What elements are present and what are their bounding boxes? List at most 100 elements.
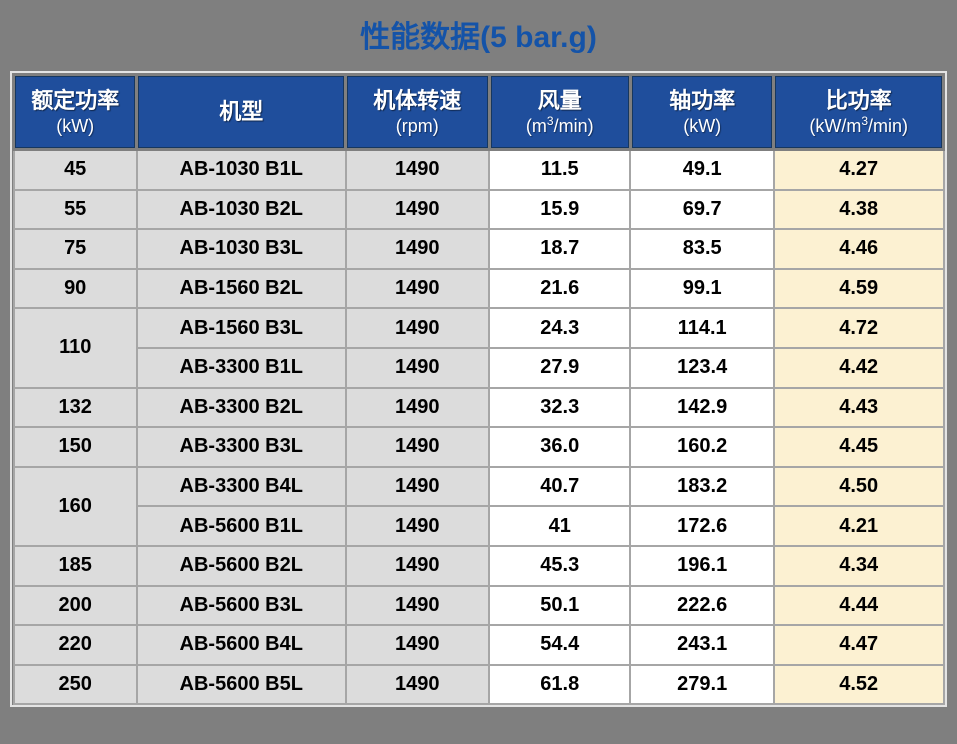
column-unit: (rpm): [395, 115, 439, 136]
cell-rpm: 1490: [344, 584, 491, 627]
cell-model: AB-3300 B4L: [135, 465, 347, 508]
cell-flow: 54.4: [488, 624, 632, 666]
cell-flow: 41: [488, 505, 632, 547]
cell-rated_power: 250: [12, 663, 138, 706]
column-header-rated_power: 额定功率 (kW): [11, 73, 139, 151]
table-row: 55 AB-1030 B2L 1490 15.9 69.7 4.38: [12, 188, 945, 231]
cell-model: AB-1030 B1L: [135, 148, 347, 191]
cell-specific_power: 4.47: [772, 624, 945, 666]
cell-specific_power: 4.42: [772, 346, 945, 389]
table-row: 75 AB-1030 B3L 1490 18.7 83.5 4.46: [12, 228, 945, 270]
cell-shaft_power: 49.1: [629, 148, 775, 191]
cell-model: AB-3300 B1L: [135, 346, 347, 389]
column-title: 比功率: [825, 88, 892, 114]
cell-rpm: 1490: [344, 544, 491, 587]
cell-rpm: 1490: [344, 267, 491, 310]
cell-model: AB-1560 B2L: [135, 267, 347, 310]
cell-specific_power: 4.27: [772, 148, 945, 191]
table-header: 额定功率 (kW) 机型 机体转速 (rpm) 风量 (m3/min) 轴功率 (kW) 比功率(…: [11, 73, 945, 151]
cell-rated_power: 55: [12, 188, 138, 231]
column-title: 机体转速: [373, 88, 462, 114]
column-title: 机型: [219, 98, 264, 124]
cell-shaft_power: 160.2: [629, 426, 775, 468]
table-row: AB-3300 B1L 1490 27.9 123.4 4.42: [14, 346, 945, 389]
column-header-specific_power: 比功率 (kW/m3/min): [772, 73, 945, 151]
cell-rated_power: 150: [12, 426, 138, 468]
cell-shaft_power: 183.2: [629, 465, 775, 508]
table-row: 45 AB-1030 B1L 1490 11.5 49.1 4.27: [12, 148, 945, 191]
cell-flow: 21.6: [488, 267, 632, 310]
table-row: AB-5600 B1L 1490 41 172.6 4.21: [14, 505, 945, 547]
cell-rpm: 1490: [344, 426, 491, 468]
cell-flow: 61.8: [488, 663, 632, 706]
cell-rpm: 1490: [344, 465, 491, 508]
table-row: 250 AB-5600 B5L 1490 61.8 279.1 4.52: [12, 663, 945, 706]
performance-table: 额定功率 (kW) 机型 机体转速 (rpm) 风量 (m3/min) 轴功率 (kW) 比功率(…: [11, 73, 945, 706]
cell-rated_power: 160: [12, 465, 138, 547]
cell-model: AB-5600 B3L: [135, 584, 347, 627]
cell-flow: 45.3: [488, 544, 632, 587]
column-header-rpm: 机体转速 (rpm): [344, 73, 491, 151]
cell-specific_power: 4.21: [772, 505, 945, 547]
cell-shaft_power: 99.1: [629, 267, 775, 310]
table-row: 90 AB-1560 B2L 1490 21.6 99.1 4.59: [12, 267, 945, 310]
cell-specific_power: 4.46: [772, 228, 945, 270]
table-row: 200 AB-5600 B3L 1490 50.1 222.6 4.44: [12, 584, 945, 627]
column-title: 风量: [537, 88, 582, 114]
column-title: 轴功率: [669, 88, 736, 114]
cell-specific_power: 4.44: [772, 584, 945, 627]
table-row: 150 AB-3300 B3L 1490 36.0 160.2 4.45: [12, 426, 945, 468]
cell-rated_power: 110: [12, 307, 138, 389]
cell-rated_power: 132: [12, 386, 138, 429]
cell-specific_power: 4.34: [772, 544, 945, 587]
cell-shaft_power: 196.1: [629, 544, 775, 587]
cell-rpm: 1490: [344, 386, 491, 429]
cell-rated_power: 75: [12, 228, 138, 270]
cell-specific_power: 4.59: [772, 267, 945, 310]
cell-rpm: 1490: [344, 307, 491, 349]
cell-model: AB-1560 B3L: [135, 307, 347, 349]
cell-shaft_power: 222.6: [629, 584, 775, 627]
cell-flow: 36.0: [488, 426, 632, 468]
cell-rpm: 1490: [344, 505, 491, 547]
table-row: 220 AB-5600 B4L 1490 54.4 243.1 4.47: [12, 624, 945, 666]
cell-shaft_power: 172.6: [629, 505, 775, 547]
cell-rpm: 1490: [344, 188, 491, 231]
cell-shaft_power: 114.1: [629, 307, 775, 349]
cell-model: AB-1030 B2L: [135, 188, 347, 231]
cell-model: AB-3300 B2L: [135, 386, 347, 429]
cell-flow: 32.3: [488, 386, 632, 429]
cell-rated_power: 220: [12, 624, 138, 666]
cell-rpm: 1490: [344, 346, 491, 389]
column-header-shaft_power: 轴功率 (kW): [628, 73, 776, 151]
cell-model: AB-5600 B5L: [135, 663, 347, 706]
column-unit: (m3/min): [525, 113, 594, 136]
header-row: 额定功率 (kW) 机型 机体转速 (rpm) 风量 (m3/min) 轴功率 (kW) 比功率(…: [11, 73, 945, 151]
table-row: 160 AB-3300 B4L 1490 40.7 183.2 4.50: [12, 465, 945, 547]
cell-rpm: 1490: [344, 148, 491, 191]
cell-specific_power: 4.43: [772, 386, 945, 429]
cell-model: AB-5600 B2L: [135, 544, 347, 587]
cell-flow: 11.5: [488, 148, 632, 191]
performance-table-frame: 额定功率 (kW) 机型 机体转速 (rpm) 风量 (m3/min) 轴功率 (kW) 比功率(…: [10, 71, 947, 708]
table-row: 132 AB-3300 B2L 1490 32.3 142.9 4.43: [12, 386, 945, 429]
cell-flow: 18.7: [488, 228, 632, 270]
column-unit: (kW/m3/min): [809, 113, 909, 136]
cell-shaft_power: 279.1: [629, 663, 775, 706]
cell-shaft_power: 243.1: [629, 624, 775, 666]
column-unit: (kW): [683, 115, 722, 136]
cell-model: AB-5600 B1L: [135, 505, 347, 547]
cell-specific_power: 4.50: [772, 465, 945, 508]
cell-specific_power: 4.72: [772, 307, 945, 349]
cell-rpm: 1490: [344, 663, 491, 706]
cell-specific_power: 4.45: [772, 426, 945, 468]
cell-flow: 24.3: [488, 307, 632, 349]
cell-rated_power: 200: [12, 584, 138, 627]
cell-flow: 50.1: [488, 584, 632, 627]
column-unit: (kW): [56, 115, 95, 136]
table-row: 110 AB-1560 B3L 1490 24.3 114.1 4.72: [12, 307, 945, 389]
cell-shaft_power: 142.9: [629, 386, 775, 429]
cell-flow: 27.9: [488, 346, 632, 389]
cell-specific_power: 4.38: [772, 188, 945, 231]
